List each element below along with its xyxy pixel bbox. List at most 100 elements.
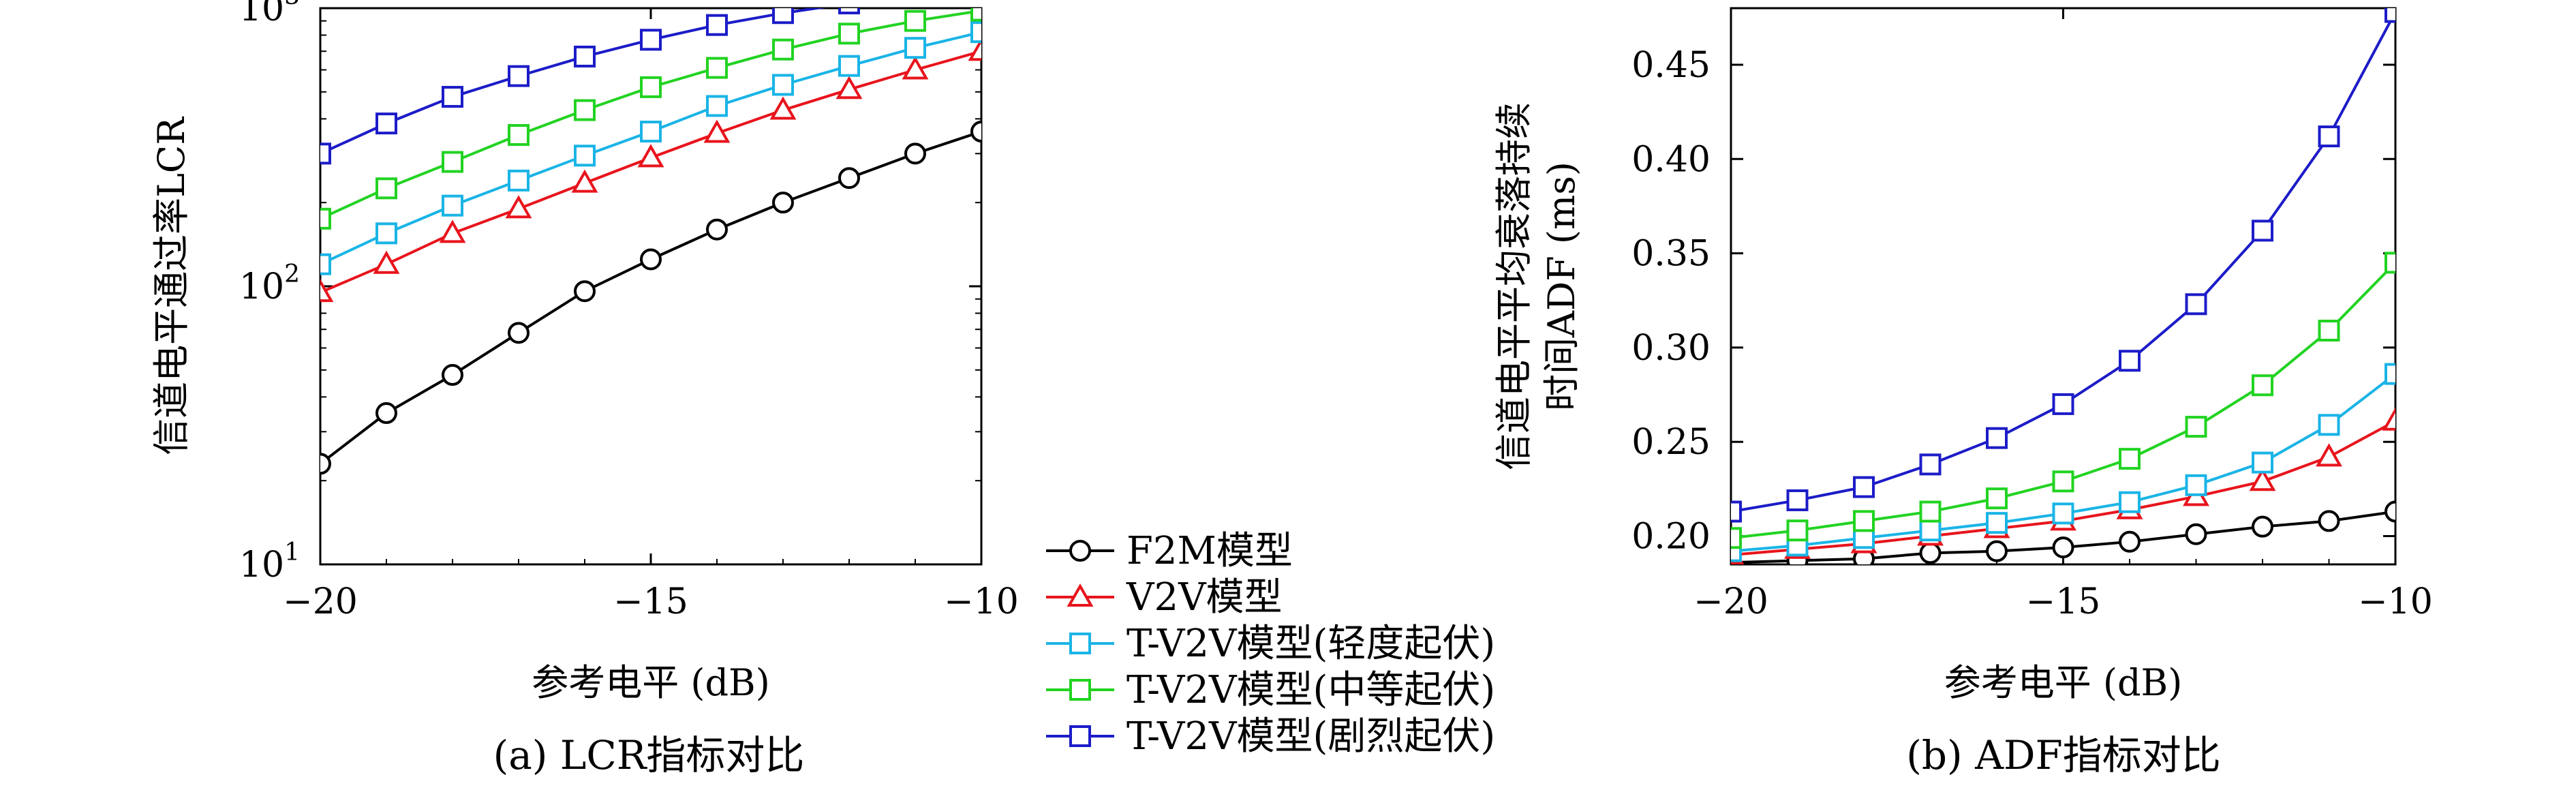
data-point xyxy=(902,56,929,80)
data-point xyxy=(1786,489,1809,511)
y-axis-label: 时间ADF (ms) xyxy=(1540,162,1583,411)
data-point xyxy=(1731,527,1742,549)
data-point xyxy=(2318,125,2340,148)
x-tick-label: −20 xyxy=(283,581,358,622)
x-axis-label: 参考电平 (dB) xyxy=(1944,661,2183,704)
data-point xyxy=(442,86,463,108)
data-point xyxy=(320,253,331,275)
legend-entry: T-V2V模型(剧烈起伏) xyxy=(1046,714,1495,759)
y-axis-label: 信道电平平均衰落持续 xyxy=(1492,102,1535,470)
y-axis-label: 信道电平通过率LCR xyxy=(150,117,193,455)
data-point xyxy=(1731,500,1742,523)
data-point xyxy=(320,279,334,303)
data-point xyxy=(904,37,926,59)
y-tick-label: 0.30 xyxy=(1631,328,1711,369)
data-point xyxy=(375,222,397,245)
data-point xyxy=(2249,468,2276,491)
data-point xyxy=(838,167,860,189)
data-point xyxy=(1986,540,2008,562)
x-tick-label: −20 xyxy=(1693,581,1768,622)
data-point xyxy=(838,22,860,45)
data-point xyxy=(640,29,662,51)
data-point xyxy=(835,76,863,100)
data-point xyxy=(574,45,596,67)
data-point xyxy=(2318,320,2340,342)
data-point xyxy=(2119,448,2141,470)
data-point xyxy=(1919,500,1942,523)
data-point xyxy=(970,121,981,143)
data-point xyxy=(574,280,596,303)
data-point xyxy=(508,124,530,147)
series-4 xyxy=(320,0,991,165)
data-point xyxy=(1986,487,2008,510)
panel-caption: (b) ADF指标对比 xyxy=(1906,732,2220,778)
data-point xyxy=(574,145,596,167)
data-point xyxy=(2385,500,2395,523)
data-point xyxy=(838,55,860,77)
data-point xyxy=(2252,219,2273,242)
data-point xyxy=(442,151,463,173)
legend-marker xyxy=(1067,583,1094,607)
data-point xyxy=(1853,476,1875,498)
y-tick-label: 102 xyxy=(239,260,300,307)
legend-label: T-V2V模型(剧烈起伏) xyxy=(1126,714,1495,759)
legend-entry: T-V2V模型(轻度起伏) xyxy=(1046,622,1495,666)
x-tick-label: −15 xyxy=(613,581,688,622)
data-point xyxy=(706,14,728,36)
x-tick-label: −10 xyxy=(2358,581,2433,622)
data-point xyxy=(904,10,926,32)
data-point xyxy=(508,65,530,87)
data-point xyxy=(1919,453,1942,476)
data-point xyxy=(640,248,662,271)
panel-caption: (a) LCR指标对比 xyxy=(493,732,805,778)
data-point xyxy=(442,364,463,386)
legend-label: F2M模型 xyxy=(1126,529,1293,573)
data-point xyxy=(2385,252,2395,274)
data-point xyxy=(2252,451,2273,474)
y-tick-label: 0.35 xyxy=(1631,234,1711,275)
legend-marker xyxy=(1069,725,1091,747)
data-point xyxy=(637,144,664,168)
data-point xyxy=(706,95,728,117)
y-tick-label: 0.40 xyxy=(1631,139,1711,180)
data-point xyxy=(2052,470,2074,493)
x-tick-label: −10 xyxy=(944,581,1019,622)
series-2 xyxy=(320,21,981,275)
data-point xyxy=(442,194,463,217)
data-point xyxy=(968,37,981,61)
data-point xyxy=(2385,8,2395,23)
data-point xyxy=(2318,510,2340,532)
x-axis-label: 参考电平 (dB) xyxy=(532,661,770,704)
data-point xyxy=(2052,536,2074,559)
series-3 xyxy=(320,8,981,230)
data-point xyxy=(906,0,925,5)
series-3 xyxy=(1731,252,2395,549)
legend-entry: F2M模型 xyxy=(1046,529,1293,573)
legend-marker xyxy=(1069,679,1091,701)
legend-label: T-V2V模型(中等起伏) xyxy=(1126,668,1495,712)
series-line xyxy=(320,130,981,466)
series-0 xyxy=(320,121,981,475)
data-point xyxy=(772,192,794,214)
legend: F2M模型V2V模型T-V2V模型(轻度起伏)T-V2V模型(中等起伏)T-V2… xyxy=(1046,529,1495,759)
data-point xyxy=(2185,416,2207,438)
data-point xyxy=(2052,502,2074,525)
data-point xyxy=(1853,510,1875,532)
data-point xyxy=(640,121,662,143)
data-point xyxy=(2052,393,2074,415)
data-point xyxy=(373,250,400,274)
y-tick-label: 0.45 xyxy=(1631,45,1711,86)
data-point xyxy=(972,0,991,6)
data-point xyxy=(375,402,397,425)
data-point xyxy=(2318,414,2340,436)
data-point xyxy=(2316,443,2342,467)
data-point xyxy=(706,218,728,241)
legend-entry: T-V2V模型(中等起伏) xyxy=(1046,668,1495,712)
data-point xyxy=(904,142,926,165)
data-point xyxy=(439,219,466,243)
legend-label: V2V模型 xyxy=(1126,575,1283,620)
data-point xyxy=(970,21,981,44)
data-point xyxy=(706,57,728,79)
data-point xyxy=(2185,474,2207,496)
